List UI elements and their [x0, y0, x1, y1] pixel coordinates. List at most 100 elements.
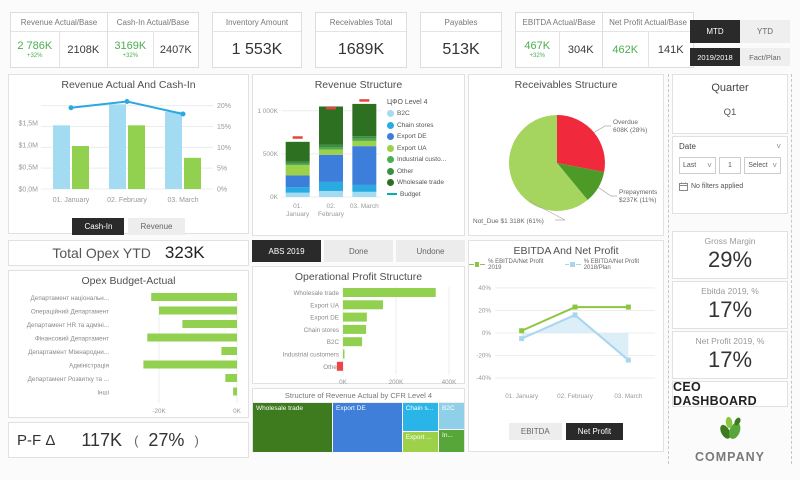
svg-text:01. January: 01. January [505, 393, 539, 400]
svg-text:03. March: 03. March [167, 197, 198, 204]
yoy-toggle-button[interactable]: 2019/2018 [690, 48, 740, 66]
factplan-toggle-button[interactable]: Fact/Plan [740, 48, 790, 66]
svg-text:02.: 02. [326, 203, 335, 210]
legend-item: Chain stores [387, 121, 463, 129]
kpi-title: Payables [421, 13, 501, 32]
gross-margin-card: Gross Margin 29% [672, 231, 788, 279]
svg-text:01. January: 01. January [53, 197, 90, 204]
opex-budget-actual-panel: Opex Budget-Actual Департамент національ… [8, 270, 249, 418]
slicer-op-value: Last [683, 162, 697, 169]
cashin-button[interactable]: Cash-In [72, 218, 125, 235]
netprofit-pct-label: Net Profit 2019, % [695, 336, 765, 346]
legend-item: Wholesale trade [387, 179, 463, 186]
opex-budget-actual-chart: Департамент національн... Операційний Деп… [27, 291, 242, 415]
chevron-down-icon[interactable]: ˅ [776, 142, 781, 151]
svg-text:$1,0M: $1,0M [19, 143, 39, 150]
kpi-delta: +32% [529, 53, 545, 59]
kpi-title: Net Profit Actual/Base [603, 13, 693, 32]
revenue-structure-legend: ЦФО Level 4 B2C Chain stores Export DE Expo… [387, 93, 463, 237]
gross-margin-value: 29% [707, 247, 753, 272]
svg-text:0K: 0K [270, 194, 279, 201]
kpi-value: 1 553K [231, 40, 283, 58]
treemap-title: Structure of Revenue Actual by CFR Level… [253, 389, 464, 403]
svg-text:0%: 0% [482, 330, 492, 337]
kpi-actual-value: 3169K [114, 40, 147, 52]
kpi-card-netprofit: Net Profit Actual/Base 462K 141K [602, 12, 694, 68]
svg-text:-20%: -20% [476, 353, 491, 360]
treemap-tile[interactable]: Wholesale trade [253, 403, 333, 452]
done-button[interactable]: Done [324, 240, 393, 262]
svg-text:200K: 200K [389, 379, 405, 385]
svg-text:03. March: 03. March [350, 203, 379, 210]
abs-toggle-row: ABS 2019 Done Undone [252, 240, 465, 262]
chart-title: EBITDA And Net Profit [513, 245, 619, 257]
mtd-button[interactable]: MTD [690, 20, 740, 43]
svg-text:Overdue: Overdue [613, 119, 638, 126]
kpi-actual-value: 467K [524, 40, 551, 52]
svg-text:0%: 0% [217, 187, 227, 194]
revenue-treemap-panel: Structure of Revenue Actual by CFR Level… [252, 388, 465, 452]
kpi-title: Revenue Actual/Base [11, 13, 107, 32]
legend-item-budget: Budget [387, 191, 463, 198]
treemap-tile[interactable]: In... [439, 430, 464, 452]
leaf-logo-icon [720, 416, 741, 439]
pf-paren-close: ) [194, 432, 199, 448]
kpi-base-value: 2108K [67, 43, 100, 56]
kpi-delta: +32% [26, 53, 43, 59]
svg-text:February: February [318, 211, 345, 218]
svg-text:Департамент національн...: Департамент національн... [31, 294, 110, 302]
revenue-button[interactable]: Revenue [128, 218, 185, 235]
revenue-cashin-panel: Revenue Actual And Cash-In 0% 5% 10% 15% 20%… [8, 74, 249, 235]
kpi-delta: +32% [122, 53, 138, 59]
legend-item: Export UA [387, 144, 463, 152]
kpi-card-payables: Payables 513K [420, 12, 502, 68]
ebitda-button[interactable]: EBITDA [508, 423, 562, 440]
pf-delta-percent: 27% [148, 429, 185, 450]
ytd-button[interactable]: YTD [740, 20, 790, 43]
kpi-title: Cash-In Actual/Base [108, 13, 198, 32]
legend-item: % EBITDA/Net Profit 2018/Plan [564, 259, 663, 271]
svg-text:Операційний Департамент: Операційний Департамент [31, 308, 109, 316]
svg-text:$237K (11%): $237K (11%) [619, 197, 656, 204]
svg-text:$0,0M: $0,0M [19, 187, 39, 194]
total-opex-value: 323K [164, 243, 205, 262]
gross-margin-label: Gross Margin [704, 236, 756, 246]
kpi-card-revenue: Revenue Actual/Base 2 786K +32% 2108K [10, 12, 108, 68]
kpi-value: 1689K [337, 40, 385, 58]
legend-item: Export DE [387, 133, 463, 140]
netprofit-button[interactable]: Net Profit [565, 423, 624, 440]
abs-2019-button[interactable]: ABS 2019 [252, 240, 321, 262]
svg-text:-20K: -20K [152, 408, 166, 415]
revenue-structure-chart: 0K 500K 1 000K 01.January 02.February 03. Mar… [257, 99, 381, 218]
treemap-tile[interactable]: Chain s... [402, 403, 439, 431]
treemap-tile[interactable]: Export ... [402, 431, 439, 452]
kpi-row: Revenue Actual/Base 2 786K +32% 2108K Ca… [10, 12, 694, 68]
svg-text:608K (28%): 608K (28%) [613, 127, 647, 134]
slicer-unit-dropdown[interactable]: Select ˅ [744, 157, 781, 174]
svg-text:$1,5M: $1,5M [19, 121, 39, 128]
netprofit-pct-value: 17% [707, 347, 753, 372]
quarter-value[interactable]: Q1 [723, 107, 737, 118]
svg-text:Export DE: Export DE [310, 315, 339, 322]
svg-text:Фінансовий Департамент: Фінансовий Департамент [35, 335, 109, 343]
chart-title: Revenue Actual And Cash-In [61, 79, 196, 91]
slicer-op-dropdown[interactable]: Last ˅ [679, 157, 716, 174]
svg-text:Департамент Розвитку та ...: Департамент Розвитку та ... [28, 376, 110, 383]
svg-text:Інші: Інші [97, 389, 109, 397]
legend-item: B2C [387, 110, 463, 117]
receivables-structure-panel: Receivables Structure Overdue 608K (28%) P… [468, 74, 664, 236]
slicer-count-input[interactable]: 1 [718, 157, 742, 174]
legend-title: ЦФО Level 4 [387, 99, 428, 106]
svg-text:0K: 0K [233, 408, 242, 415]
slicer-note: No filters applied [691, 183, 744, 190]
svg-text:Chain stores: Chain stores [304, 327, 339, 334]
kpi-card-cashin: Cash-In Actual/Base 3169K +32% 2407K [107, 12, 199, 68]
treemap-tile[interactable]: Export DE [333, 403, 402, 452]
svg-text:20%: 20% [217, 103, 231, 110]
svg-text:Not_Due $1 318K (61%): Not_Due $1 318K (61%) [473, 218, 544, 225]
undone-button[interactable]: Undone [396, 240, 465, 262]
treemap-tile[interactable]: B2C [439, 403, 464, 430]
ebitda-pct-card: Ebitda 2019, % 17% [672, 281, 788, 329]
